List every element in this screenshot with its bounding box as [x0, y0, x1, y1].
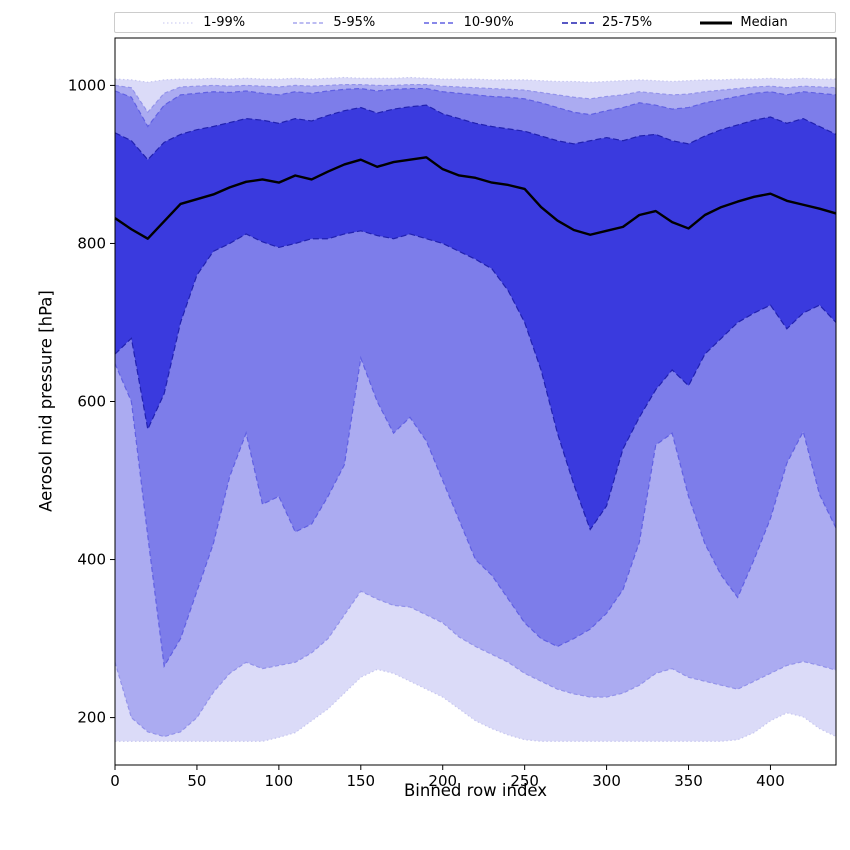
- legend-line-icon: [163, 22, 196, 23]
- legend-item-1-99-: 1-99%: [162, 16, 245, 29]
- median-line: [114, 156, 837, 240]
- x-tick-label: 0: [110, 772, 120, 790]
- y-tick-label: 200: [77, 709, 106, 727]
- y-tick-label: 400: [77, 551, 106, 569]
- legend-item-25-75-: 25-75%: [561, 16, 652, 29]
- x-tick-label: 50: [187, 772, 206, 790]
- x-tick-label: 400: [756, 772, 785, 790]
- y-tick-label: 600: [77, 393, 106, 411]
- x-axis-label: Binned row index: [403, 781, 548, 800]
- legend-line-icon: [561, 21, 594, 24]
- band-edge-lo-1-99%: [115, 668, 837, 742]
- legend: 1-99% 5-95% 10-90% 25-75% Median: [114, 12, 836, 33]
- band-edge-hi-25-75%: [114, 104, 837, 161]
- legend-label: 10-90%: [463, 15, 514, 30]
- band-edge-hi-10-90%: [114, 87, 837, 128]
- y-tick-label: 1000: [68, 76, 106, 94]
- x-tick-label: 200: [428, 772, 457, 790]
- legend-line-icon: [423, 21, 456, 24]
- band-edge-hi-5-95%: [114, 84, 837, 114]
- x-tick-label: 100: [265, 772, 294, 790]
- band-edge-lo-10-90%: [114, 355, 837, 669]
- x-tick-label: 150: [346, 772, 375, 790]
- legend-label: Median: [740, 15, 788, 30]
- legend-item-5-95-: 5-95%: [292, 16, 375, 29]
- legend-line-icon: [293, 21, 326, 24]
- y-axis-label: Aerosol mid pressure [hPa]: [36, 290, 56, 512]
- legend-item-10-90-: 10-90%: [423, 16, 514, 29]
- band-edge-lo-5-95%: [114, 590, 837, 738]
- legend-label: 25-75%: [601, 15, 653, 30]
- legend-item-median: Median: [699, 15, 788, 30]
- x-tick-label: 300: [592, 772, 621, 790]
- band-edge-lo-25-75%: [114, 230, 837, 531]
- legend-label: 1-99%: [203, 15, 246, 30]
- y-tick-label: 800: [77, 234, 106, 252]
- x-tick-label: 250: [510, 772, 539, 790]
- band-edge-hi-1-99%: [114, 76, 836, 83]
- legend-line-icon: [700, 21, 733, 24]
- legend-label: 5-95%: [333, 15, 376, 30]
- x-tick-label: 350: [674, 772, 703, 790]
